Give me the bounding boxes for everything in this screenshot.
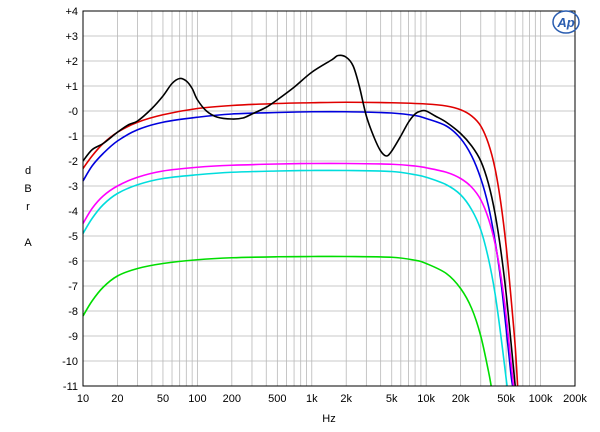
- y-tick-label: -4: [68, 206, 78, 218]
- y-tick-label: +1: [65, 81, 78, 93]
- x-tick-label: 100k: [529, 393, 553, 405]
- y-axis-label-char: d: [25, 165, 31, 177]
- series-line: [82, 162, 515, 387]
- x-tick-label: 10: [77, 393, 89, 405]
- x-tick-label: 50k: [497, 393, 515, 405]
- x-tick-label: 10k: [417, 393, 435, 405]
- y-tick-label: -2: [68, 156, 78, 168]
- y-tick-labels: +4 +3 +2 +1 -0 -1 -2 -3 -4 -5 -6 -7 -8 -9 -10 -11: [62, 6, 78, 393]
- y-tick-label: -11: [63, 381, 78, 393]
- y-tick-label: +3: [65, 31, 78, 43]
- x-tick-label: 20: [111, 393, 123, 405]
- x-tick-labels: 10 20 50 100 200 500 1k 2k 5k 10k 20k 50k 100k 200k: [77, 393, 588, 405]
- x-tick-label: 50: [157, 393, 169, 405]
- ap-logo-text: Ap: [556, 15, 574, 30]
- series-line: [82, 255, 492, 387]
- series-line: [82, 101, 519, 387]
- x-tick-label: 2k: [340, 393, 352, 405]
- grid: [82, 10, 576, 387]
- y-tick-label: +4: [65, 6, 78, 18]
- y-tick-label: -10: [62, 356, 78, 368]
- y-tick-label: -7: [68, 281, 78, 293]
- y-axis-label-char: B: [24, 183, 31, 195]
- x-tick-label: 200k: [563, 393, 587, 405]
- x-axis-label: Hz: [322, 413, 335, 425]
- x-tick-label: 100: [188, 393, 206, 405]
- ap-logo-ring: [552, 10, 580, 34]
- y-tick-label: -8: [68, 306, 78, 318]
- y-axis-label-char: r: [26, 201, 30, 213]
- y-tick-label: -1: [68, 131, 78, 143]
- plot-frame: [82, 10, 576, 387]
- y-axis-label: dBr A: [24, 165, 32, 249]
- y-tick-label: -3: [68, 181, 78, 193]
- y-tick-label: -9: [68, 331, 78, 343]
- y-tick-label: +2: [65, 56, 78, 68]
- ap-logo: Ap: [552, 10, 580, 34]
- x-tick-label: 5k: [386, 393, 398, 405]
- series-line: [82, 169, 508, 387]
- x-tick-label: 1k: [306, 393, 318, 405]
- y-tick-label: -6: [68, 256, 78, 268]
- x-tick-label: 500: [268, 393, 286, 405]
- y-axis-label-char: A: [24, 237, 32, 249]
- y-tick-label: -0: [68, 106, 78, 118]
- series-line: [82, 54, 516, 387]
- y-tick-label: -5: [68, 231, 78, 243]
- series-line: [82, 110, 514, 387]
- series-group: [82, 54, 519, 387]
- x-tick-label: 200: [223, 393, 241, 405]
- x-tick-label: 20k: [452, 393, 470, 405]
